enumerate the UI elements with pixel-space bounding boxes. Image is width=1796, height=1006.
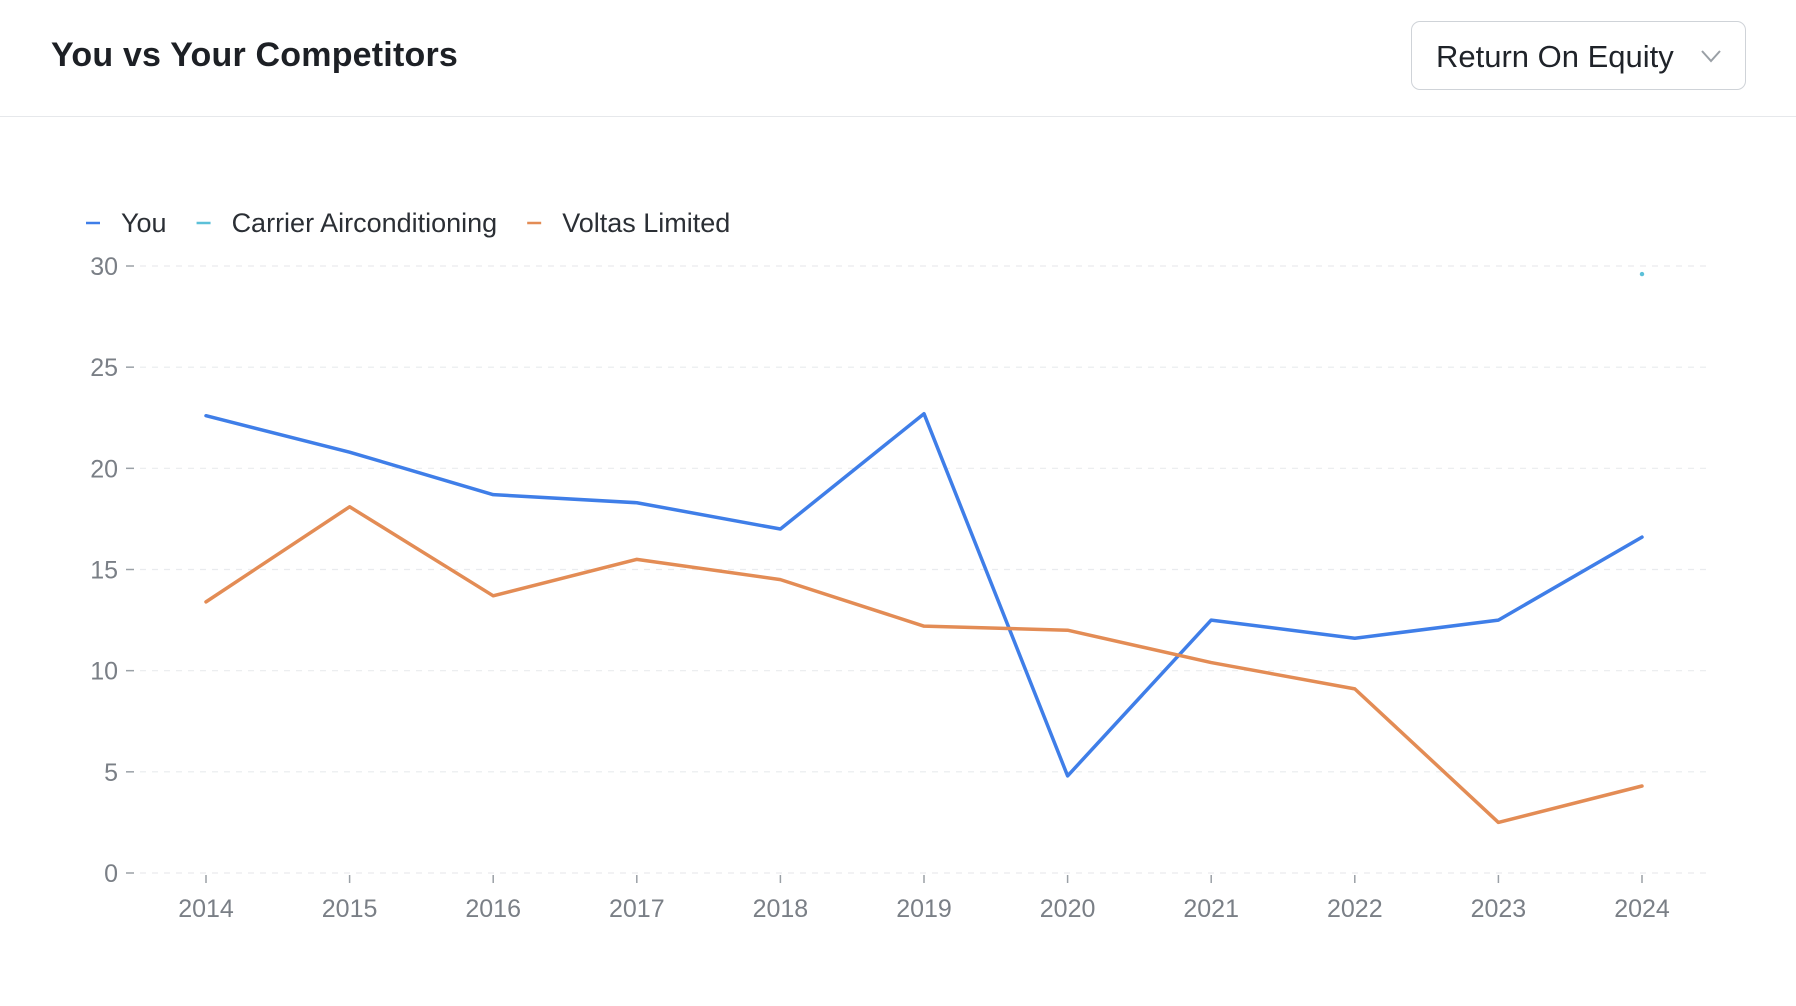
x-tick-label: 2017 [609,895,665,923]
page-title: You vs Your Competitors [51,36,458,74]
x-tick-label: 2023 [1471,895,1527,923]
y-tick-label: 5 [104,759,118,787]
legend-item-you[interactable]: You [86,208,167,238]
grid-lines [140,265,1712,773]
card-header: You vs Your Competitors Return On Equity [0,0,1796,117]
y-tick-label: 10 [90,658,118,686]
y-tick-label: 20 [90,455,118,483]
series-point-carrier-airconditioning [1639,271,1645,277]
chart-legend: You Carrier Airconditioning Voltas Limited [86,208,730,238]
chevron-down-icon [1701,50,1721,63]
series-lines [204,271,1645,825]
series-line-you [204,411,1644,778]
legend-item-carrier-airconditioning[interactable]: Carrier Airconditioning [196,208,498,238]
x-tick-label: 2021 [1183,895,1239,923]
legend-label: Carrier Airconditioning [232,208,498,238]
x-tick-label: 2015 [322,895,378,923]
x-tick-label: 2022 [1327,895,1383,923]
y-tick-label: 30 [90,253,118,281]
metric-dropdown[interactable]: Return On Equity [1411,21,1746,90]
x-tick-label: 2019 [896,895,952,923]
metric-dropdown-value: Return On Equity [1436,39,1674,74]
legend-label: You [121,208,167,238]
x-tick-label: 2018 [753,895,809,923]
y-axis: 0 5 10 15 20 25 30 [90,253,134,888]
x-tick-label: 2024 [1614,895,1670,923]
legend-item-voltas-limited[interactable]: Voltas Limited [527,208,730,238]
x-tick-label: 2016 [465,895,521,923]
y-tick-label: 25 [90,354,118,382]
x-tick-label: 2020 [1040,895,1096,923]
x-tick-label: 2014 [178,895,234,923]
series-line-voltas-limited [204,505,1644,825]
y-tick-label: 0 [104,860,118,888]
x-axis: 2014 2015 2016 2017 2018 2019 2020 2021 2022 2023… [140,872,1712,923]
line-chart: 0 5 10 15 20 25 30 2014 2015 2016 2017 2018 2019 202… [86,208,1712,923]
y-tick-label: 15 [90,557,118,585]
legend-label: Voltas Limited [562,208,730,238]
